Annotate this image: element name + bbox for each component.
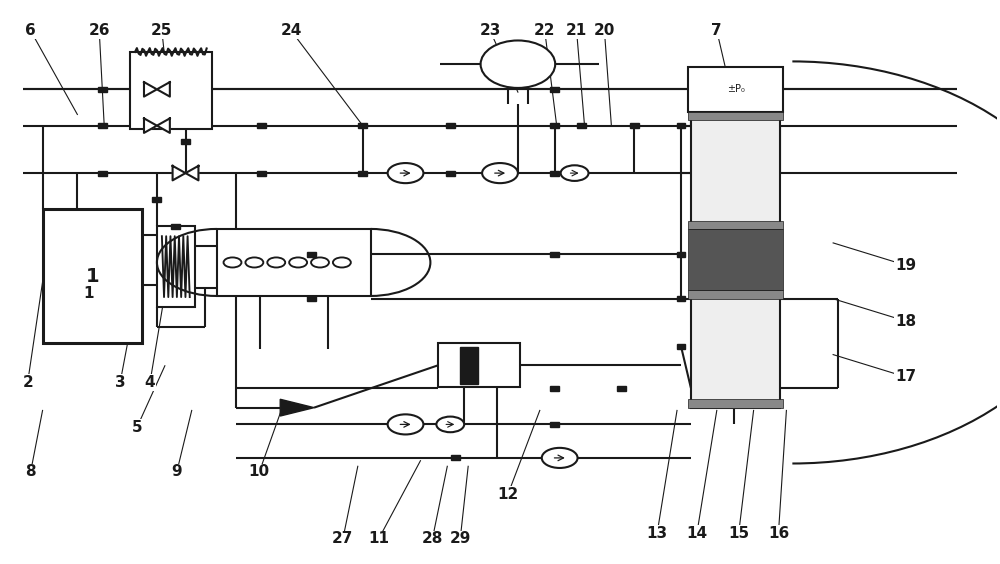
Bar	[688, 229, 783, 290]
Text: 19: 19	[895, 258, 916, 273]
Text: 7: 7	[711, 23, 722, 38]
Polygon shape	[186, 166, 198, 180]
Text: ±P₀: ±P₀	[727, 85, 745, 94]
Polygon shape	[157, 82, 170, 96]
Text: 14: 14	[686, 526, 707, 541]
Bar	[630, 123, 639, 128]
Bar	[688, 221, 783, 229]
Bar	[550, 170, 559, 175]
Text: 6: 6	[25, 23, 36, 38]
Bar	[550, 422, 559, 427]
Text: 11: 11	[368, 531, 389, 547]
Bar	[307, 252, 316, 257]
Text: 27: 27	[332, 531, 354, 547]
Bar	[677, 123, 685, 128]
Polygon shape	[280, 399, 314, 416]
Polygon shape	[157, 118, 170, 133]
Bar	[677, 252, 685, 257]
Polygon shape	[144, 118, 157, 133]
Circle shape	[267, 257, 285, 267]
Bar	[98, 87, 107, 92]
Circle shape	[482, 163, 518, 183]
Bar	[438, 343, 520, 387]
Bar	[617, 386, 626, 391]
Bar	[171, 224, 180, 228]
Bar	[98, 123, 107, 128]
Bar	[688, 399, 783, 408]
Polygon shape	[144, 82, 157, 96]
Polygon shape	[460, 347, 478, 384]
Text: 12: 12	[497, 487, 519, 502]
Bar	[181, 139, 190, 144]
Text: 18: 18	[895, 314, 916, 329]
Bar	[691, 290, 780, 408]
Text: 15: 15	[728, 526, 749, 541]
Text: 9: 9	[171, 464, 182, 479]
Text: 3: 3	[115, 375, 125, 390]
Text: 1: 1	[85, 267, 99, 286]
Polygon shape	[173, 166, 186, 180]
Text: 5: 5	[132, 420, 142, 435]
Text: 29: 29	[450, 531, 471, 547]
Text: 23: 23	[479, 23, 501, 38]
Circle shape	[388, 163, 423, 183]
Circle shape	[542, 448, 578, 468]
Bar	[446, 170, 455, 175]
Text: 22: 22	[534, 23, 556, 38]
Text: 24: 24	[280, 23, 302, 38]
Circle shape	[245, 257, 263, 267]
Bar	[691, 112, 780, 229]
Bar	[358, 170, 367, 175]
Bar	[550, 123, 559, 128]
Bar	[451, 455, 460, 460]
Bar	[157, 226, 195, 307]
Bar	[307, 296, 316, 301]
Text: 4: 4	[145, 375, 155, 390]
Text: 13: 13	[647, 526, 668, 541]
Circle shape	[436, 417, 464, 432]
Bar	[677, 296, 685, 301]
Bar	[550, 252, 559, 257]
Text: 1: 1	[83, 286, 94, 301]
Text: 16: 16	[768, 526, 789, 541]
Bar	[43, 209, 142, 343]
Bar	[577, 170, 586, 175]
Bar	[550, 87, 559, 92]
Bar	[257, 123, 266, 128]
Text: 21: 21	[566, 23, 587, 38]
Circle shape	[289, 257, 307, 267]
Circle shape	[388, 415, 423, 434]
Circle shape	[333, 257, 351, 267]
Ellipse shape	[481, 41, 555, 88]
Text: 26: 26	[88, 23, 110, 38]
Bar	[130, 52, 212, 129]
Bar	[577, 123, 586, 128]
Bar	[677, 343, 685, 349]
Circle shape	[224, 257, 241, 267]
Circle shape	[561, 165, 589, 181]
Bar	[688, 290, 783, 298]
Circle shape	[311, 257, 329, 267]
Text: 28: 28	[422, 531, 443, 547]
Bar	[98, 170, 107, 175]
Text: 25: 25	[151, 23, 173, 38]
Text: 17: 17	[895, 369, 916, 385]
Bar	[358, 123, 367, 128]
Bar	[550, 386, 559, 391]
Text: 20: 20	[594, 23, 615, 38]
Text: 10: 10	[249, 464, 270, 479]
Text: 8: 8	[25, 464, 36, 479]
Bar	[446, 123, 455, 128]
Bar	[688, 67, 783, 112]
Text: 2: 2	[22, 375, 33, 390]
Bar	[257, 170, 266, 175]
Bar	[688, 112, 783, 120]
Bar	[152, 197, 161, 202]
Bar	[217, 229, 371, 296]
